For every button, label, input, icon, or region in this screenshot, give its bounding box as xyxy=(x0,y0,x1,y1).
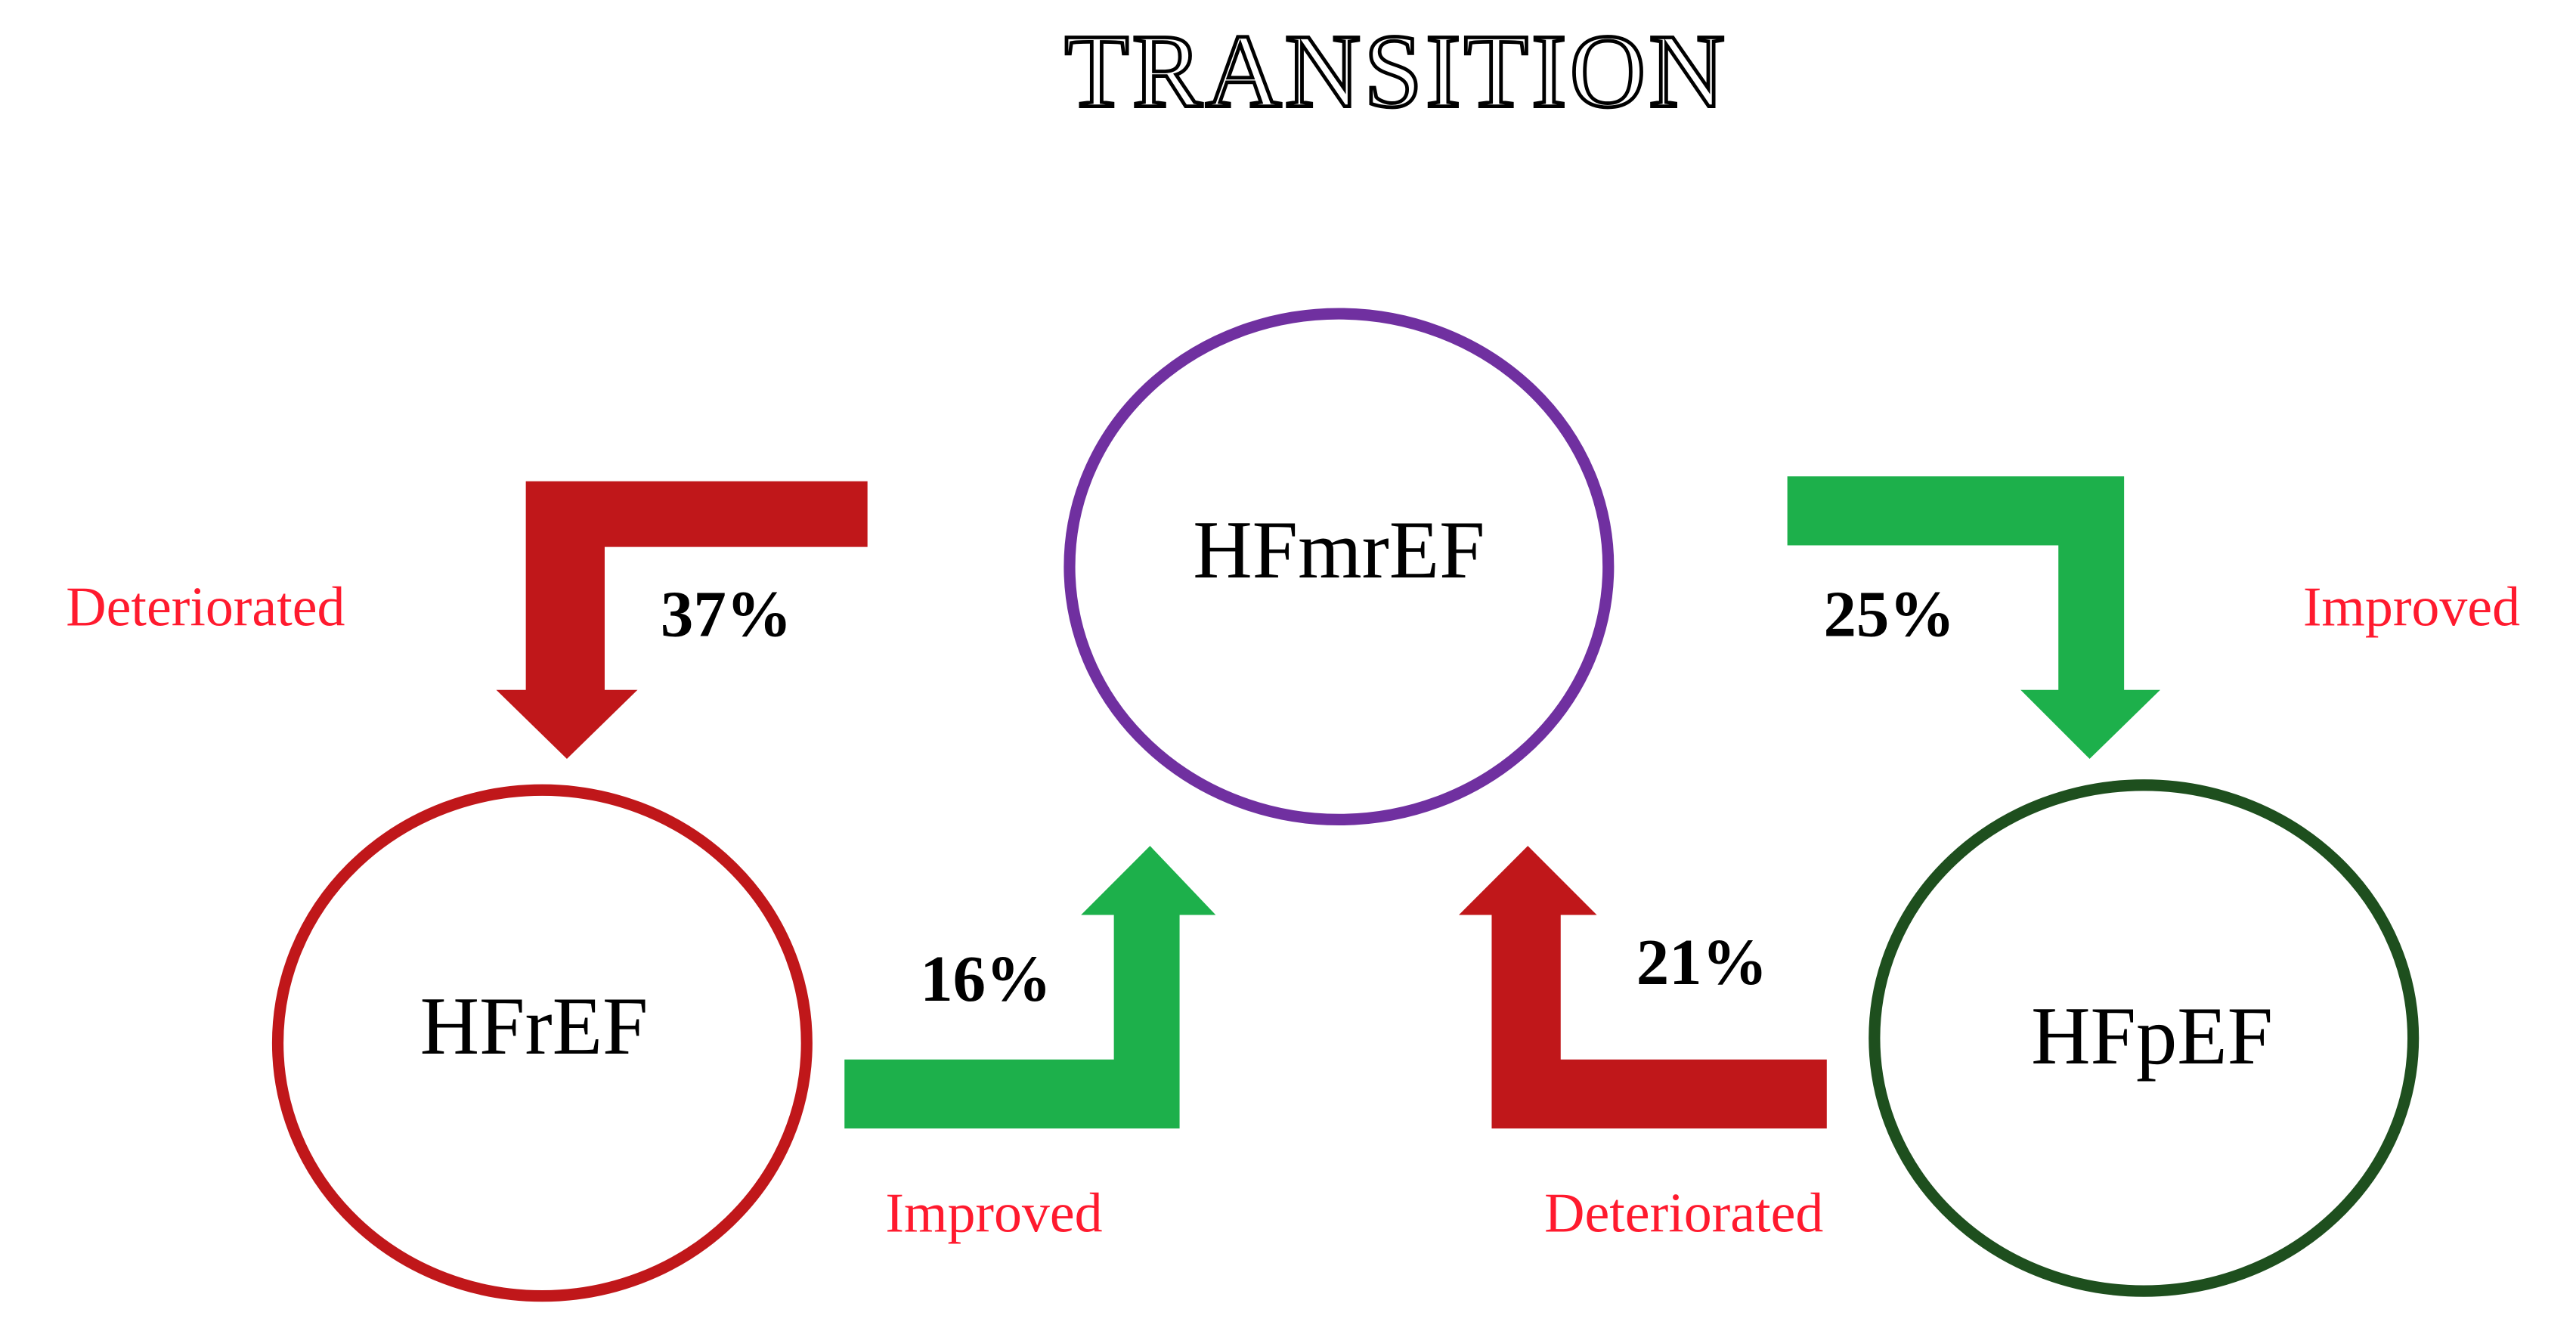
percent: 21% xyxy=(1636,926,1768,998)
percent: 25% xyxy=(1823,577,1955,650)
transition-label: Improved xyxy=(885,1181,1102,1243)
title: TRANSITION xyxy=(1064,14,1728,130)
node-label: HFpEF xyxy=(2031,990,2273,1082)
node-label: HFrEF xyxy=(420,980,649,1072)
transition-label: Improved xyxy=(2303,576,2520,638)
node-circle xyxy=(1064,308,1615,826)
node-circle xyxy=(1869,779,2420,1297)
arrow xyxy=(1459,846,1827,1128)
arrow xyxy=(1787,476,2160,759)
node-label: HFmrEF xyxy=(1193,504,1485,596)
percent: 37% xyxy=(661,577,792,650)
transition-label: Deteriorated xyxy=(1544,1181,1823,1243)
percent: 16% xyxy=(920,943,1051,1015)
transition-label: Deteriorated xyxy=(66,576,345,638)
arrow xyxy=(496,481,868,759)
node-circle xyxy=(271,784,813,1302)
arrow xyxy=(844,846,1216,1128)
